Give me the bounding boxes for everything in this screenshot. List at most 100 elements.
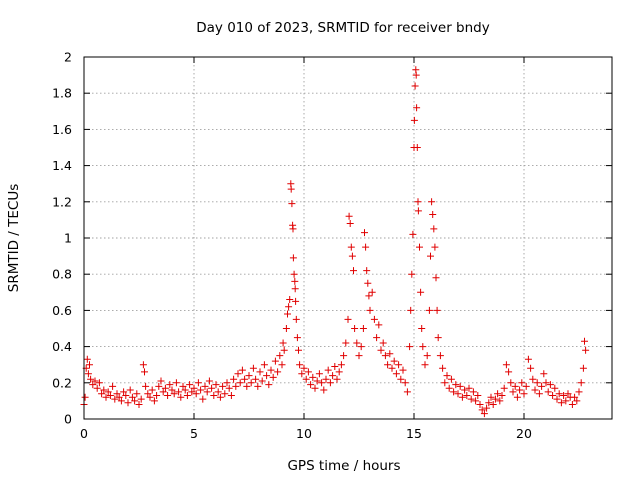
data-point [533, 379, 541, 387]
data-point [549, 392, 557, 399]
data-point [290, 270, 298, 278]
data-point [186, 381, 194, 389]
y-tick-label: 1.8 [52, 86, 72, 101]
data-point [98, 390, 106, 398]
y-tick-label: 0.6 [52, 303, 72, 318]
data-point [190, 384, 198, 392]
data-point [230, 375, 238, 383]
data-point [170, 390, 178, 398]
y-tick-label: 0.2 [52, 375, 72, 390]
data-point [212, 381, 220, 389]
data-point [454, 390, 462, 398]
data-point [166, 381, 174, 389]
data-point [161, 384, 169, 392]
data-point [117, 397, 125, 405]
data-point [348, 252, 356, 260]
y-axis-label: SRMTID / TECUs [6, 184, 22, 292]
data-point [373, 334, 381, 342]
data-point [282, 325, 290, 332]
data-point [384, 361, 392, 369]
data-point [157, 377, 165, 385]
data-point [197, 386, 205, 394]
data-point [344, 315, 352, 323]
data-point [505, 368, 513, 376]
data-point [181, 386, 189, 394]
data-point [429, 211, 437, 218]
data-point [139, 361, 147, 369]
data-point [450, 388, 458, 396]
data-point [100, 386, 108, 394]
data-point [375, 321, 383, 329]
data-point [502, 361, 510, 369]
data-point [102, 393, 110, 401]
data-point [507, 379, 515, 387]
data-point [168, 386, 176, 394]
data-point [201, 382, 209, 390]
plot-frame [83, 56, 613, 420]
data-point [370, 315, 378, 323]
data-point [414, 198, 422, 206]
data-point [81, 393, 89, 401]
data-point [445, 384, 453, 392]
data-point [443, 372, 451, 380]
data-point [238, 366, 246, 374]
data-point [320, 386, 328, 394]
y-tick-label: 1.2 [52, 194, 72, 209]
x-tick-label: 20 [516, 426, 532, 441]
data-point [271, 357, 279, 365]
data-point [274, 368, 282, 376]
data-point [571, 393, 579, 401]
data-point [150, 397, 158, 405]
data-point [494, 390, 502, 398]
data-point [311, 384, 319, 392]
data-point [291, 277, 299, 285]
data-point [172, 379, 180, 387]
data-point [159, 388, 167, 396]
data-point [318, 379, 326, 387]
data-point [285, 303, 293, 311]
data-point [256, 368, 264, 376]
data-point [347, 243, 355, 251]
data-point [555, 390, 563, 398]
data-point [413, 144, 421, 151]
data-point [472, 397, 480, 405]
data-point [407, 306, 415, 314]
data-point [221, 390, 229, 398]
data-point [465, 384, 473, 392]
data-point [111, 395, 119, 403]
data-point [546, 381, 554, 389]
data-point [456, 382, 464, 390]
data-point [538, 382, 546, 390]
data-point [95, 379, 103, 387]
data-point [241, 375, 249, 383]
data-point [345, 212, 353, 220]
data-point [498, 392, 506, 399]
data-point [289, 254, 297, 262]
data-point [315, 370, 323, 378]
data-point [436, 352, 444, 360]
data-point [416, 243, 423, 251]
data-point [144, 390, 152, 398]
data-point [120, 388, 128, 396]
data-point [388, 364, 396, 372]
data-point [361, 229, 368, 237]
data-point [298, 370, 306, 378]
data-point [307, 381, 315, 389]
data-point [392, 370, 400, 378]
data-point [337, 361, 345, 369]
data-point [254, 382, 262, 390]
x-tick-label: 15 [406, 426, 422, 441]
data-point [362, 243, 370, 251]
data-point [535, 390, 543, 398]
x-tick-label: 0 [80, 426, 88, 441]
data-point [243, 382, 251, 390]
data-point [265, 381, 273, 389]
data-point [351, 325, 359, 332]
data-point [577, 379, 585, 387]
data-point [557, 399, 565, 407]
data-point [441, 379, 449, 387]
data-point [531, 386, 539, 394]
data-point [386, 350, 394, 358]
data-point [564, 390, 572, 398]
